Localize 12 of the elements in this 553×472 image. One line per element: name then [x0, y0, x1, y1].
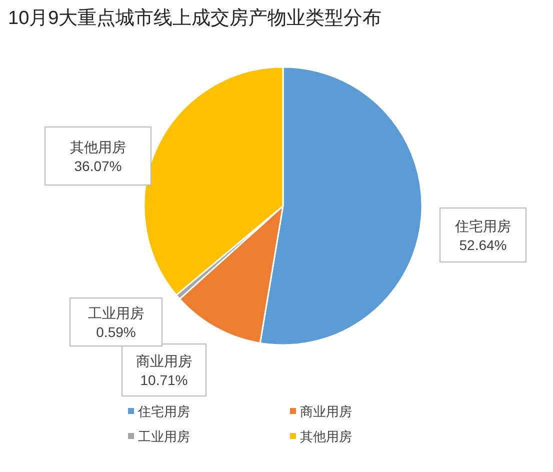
- legend-label: 工业用房: [138, 429, 190, 444]
- legend-label: 其他用房: [300, 429, 352, 444]
- slice-label: 商业用房: [136, 353, 192, 369]
- slice-label: 住宅用房: [454, 218, 511, 234]
- data-label: 36.07%: [74, 158, 122, 174]
- slice-label: 工业用房: [88, 305, 144, 321]
- data-label: 10.71%: [140, 372, 188, 388]
- slice-label: 其他用房: [70, 139, 126, 155]
- data-label: 52.64%: [459, 237, 507, 253]
- legend-label: 商业用房: [300, 404, 352, 419]
- data-label: 0.59%: [96, 324, 136, 340]
- title: 10月9大重点城市线上成交房产物业类型分布: [8, 8, 382, 29]
